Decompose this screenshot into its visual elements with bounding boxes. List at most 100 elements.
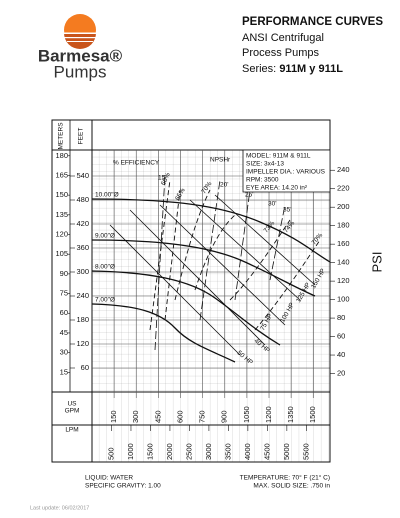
impeller-curve bbox=[91, 198, 331, 263]
axis-title: US bbox=[67, 401, 77, 408]
lpm-label: 4000 bbox=[243, 443, 252, 460]
gpm-label: 1050 bbox=[242, 406, 251, 423]
efficiency-curve bbox=[194, 214, 236, 291]
efficiency-curve bbox=[174, 189, 211, 301]
meters-label: 75 bbox=[60, 289, 68, 298]
npsh-curve bbox=[199, 179, 221, 321]
hp-curve bbox=[109, 224, 241, 356]
gpm-label: 900 bbox=[220, 410, 229, 423]
axis-title: GPM bbox=[65, 408, 80, 415]
impeller-curve bbox=[91, 303, 236, 363]
feet-label: 420 bbox=[76, 219, 89, 228]
hp-curve bbox=[214, 194, 316, 286]
npsh-curve bbox=[269, 204, 286, 281]
lpm-label: 2500 bbox=[184, 443, 193, 460]
impeller-label: 10.00"Ø bbox=[95, 192, 119, 199]
gpm-label: 600 bbox=[175, 410, 184, 423]
psi-label: 160 bbox=[337, 239, 350, 248]
gpm-label: 1350 bbox=[286, 406, 295, 423]
axis-title: METERS bbox=[58, 122, 65, 150]
axis-title: PSI bbox=[369, 252, 384, 273]
spec-line: RPM: 3500 bbox=[246, 177, 279, 184]
impeller-curve bbox=[91, 270, 281, 346]
lpm-label: 4500 bbox=[262, 443, 271, 460]
meters-label: 120 bbox=[55, 229, 68, 238]
meters-label: 30 bbox=[60, 348, 68, 357]
gpm-label: 1200 bbox=[264, 406, 273, 423]
meters-label: 150 bbox=[55, 190, 68, 199]
footer-text: LIQUID: WATER bbox=[85, 475, 133, 482]
lpm-label: 3000 bbox=[204, 443, 213, 460]
psi-label: 20 bbox=[337, 369, 345, 378]
feet-label: 60 bbox=[81, 363, 89, 372]
label: NPSHr bbox=[210, 157, 231, 164]
impeller-label: 9.00"Ø bbox=[95, 233, 115, 240]
psi-label: 240 bbox=[337, 165, 350, 174]
psi-label: 200 bbox=[337, 202, 350, 211]
feet-label: 540 bbox=[76, 171, 89, 180]
efficiency-label: 60% bbox=[160, 172, 172, 187]
meters-label: 15 bbox=[60, 367, 68, 376]
meters-label: 60 bbox=[60, 308, 68, 317]
efficiency-curve bbox=[164, 189, 181, 321]
series-label: Series: bbox=[242, 63, 276, 75]
spec-line: EYE AREA: 14.20 in² bbox=[246, 185, 308, 192]
npsh-curve bbox=[234, 174, 253, 301]
gpm-label: 750 bbox=[198, 410, 207, 423]
npsh-label: 35' bbox=[283, 207, 291, 214]
feet-label: 480 bbox=[76, 195, 89, 204]
psi-label: 120 bbox=[337, 276, 350, 285]
axis-title: FEET bbox=[78, 128, 85, 145]
impeller-curve bbox=[91, 239, 316, 297]
psi-label: 40 bbox=[337, 350, 345, 359]
footer-text: TEMPERATURE: 70° F (21° C) bbox=[240, 474, 330, 482]
doc-line: Process Pumps bbox=[242, 47, 320, 59]
psi-label: 60 bbox=[337, 332, 345, 341]
lpm-label: 500 bbox=[106, 447, 115, 460]
impeller-label: 8.00"Ø bbox=[95, 264, 115, 271]
npsh-label: 30' bbox=[268, 201, 276, 208]
npsh-label: 25' bbox=[245, 192, 253, 199]
axis-title: LPM bbox=[65, 427, 78, 434]
meters-label: 45 bbox=[60, 328, 68, 337]
efficiency-curve bbox=[229, 219, 291, 301]
grid bbox=[92, 392, 330, 462]
psi-label: 100 bbox=[337, 295, 350, 304]
feet-label: 360 bbox=[76, 243, 89, 252]
npsh-curve bbox=[154, 174, 166, 351]
hp-curve bbox=[129, 209, 266, 346]
logo bbox=[62, 14, 98, 49]
npsh-label: 20' bbox=[220, 182, 228, 189]
feet-label: 300 bbox=[76, 267, 89, 276]
lpm-label: 1000 bbox=[126, 443, 135, 460]
spec-line: MODEL: 911M & 911L bbox=[246, 153, 311, 160]
series-value: 911M y 911L bbox=[279, 63, 343, 75]
spec-line: SIZE: 3x4-13 bbox=[246, 161, 284, 168]
brand-sub: Pumps bbox=[54, 62, 107, 81]
update-note: Last update: 06/02/2017 bbox=[30, 505, 89, 511]
brand: Barmesa® bbox=[38, 46, 123, 65]
npsh-label: 15' bbox=[158, 175, 166, 182]
feet-label: 240 bbox=[76, 291, 89, 300]
impeller-label: 7.00"Ø bbox=[95, 297, 115, 304]
feet-label: 180 bbox=[76, 315, 89, 324]
efficiency-curve bbox=[149, 179, 171, 331]
doc-line: ANSI Centrifugal bbox=[242, 32, 324, 44]
gpm-label: 1500 bbox=[308, 406, 317, 423]
doc-series: Series: 911M y 911L bbox=[242, 63, 343, 75]
lpm-label: 3500 bbox=[223, 443, 232, 460]
spec-box bbox=[242, 149, 331, 193]
psi-label: 220 bbox=[337, 184, 350, 193]
psi-label: 80 bbox=[337, 313, 345, 322]
label: % EFFICIENCY bbox=[113, 160, 160, 167]
feet-label: 120 bbox=[76, 339, 89, 348]
gpm-label: 300 bbox=[131, 410, 140, 423]
psi-label: 180 bbox=[337, 221, 350, 230]
footer-text: SPECIFIC GRAVITY: 1.00 bbox=[85, 483, 161, 490]
gpm-label: 450 bbox=[153, 410, 162, 423]
gpm-label: 150 bbox=[109, 410, 118, 423]
footer-text: MAX. SOLID SIZE: .750 in bbox=[253, 483, 330, 490]
lpm-label: 5500 bbox=[301, 443, 310, 460]
efficiency-curve bbox=[254, 239, 321, 331]
